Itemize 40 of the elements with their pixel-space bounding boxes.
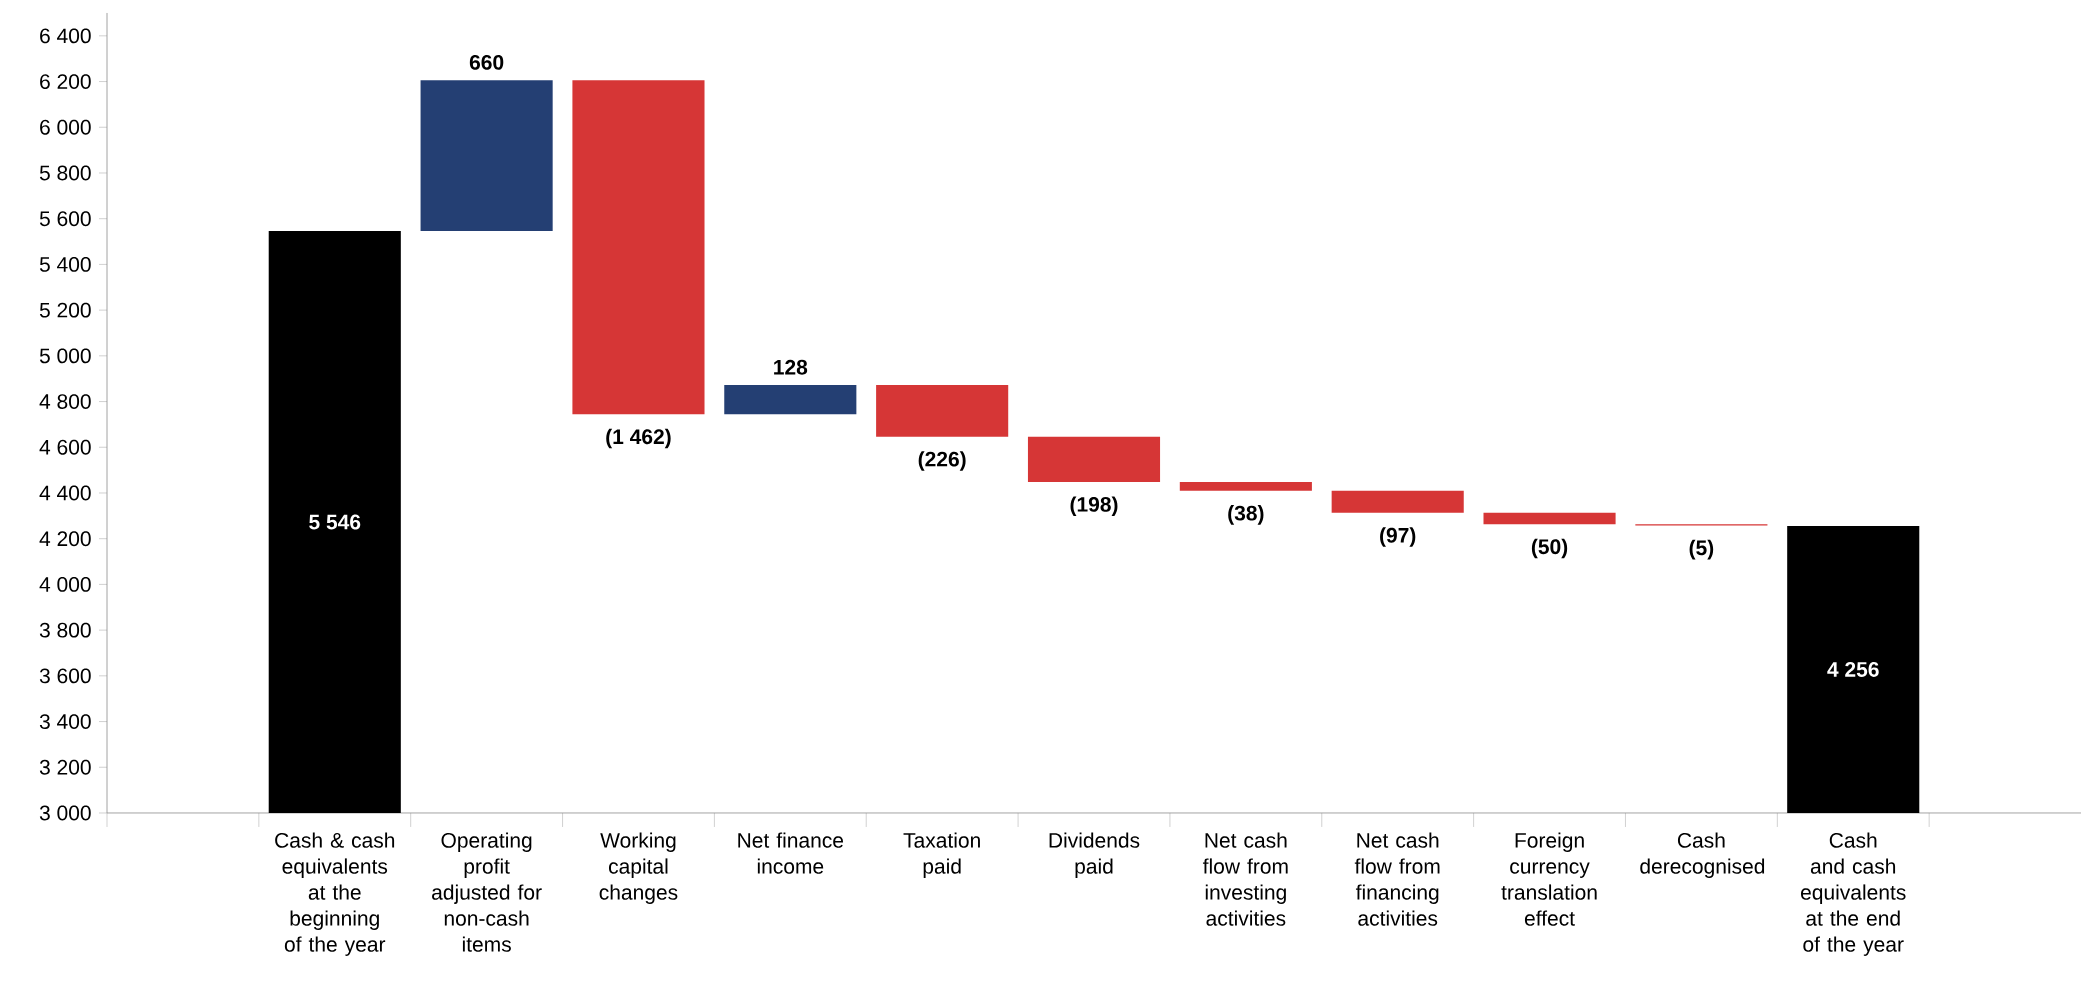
y-tick-label: 3 000: [39, 805, 91, 821]
x-tick-label: Net finance income: [738, 832, 844, 874]
x-tick-label: Cash & cash equivalents at the beginning of the year: [275, 832, 395, 956]
y-tick-label: 3 800: [39, 622, 91, 638]
data-label: (5): [1689, 539, 1714, 560]
y-tick-label: 3 200: [39, 759, 91, 775]
y-tick-label: 5 600: [39, 211, 91, 227]
data-label: 5 546: [309, 514, 361, 530]
x-tick-label: Dividends paid: [1049, 832, 1140, 878]
data-label: (1 462): [606, 428, 671, 449]
x-tick-label: Cash and cash equivalents at the end of the year: [1801, 832, 1906, 956]
x-tick-label: Working capital changes: [599, 832, 678, 904]
y-tick-label: 4 000: [39, 576, 91, 592]
x-tick-label: Foreign currency translation effect: [1501, 832, 1597, 926]
x-tick-label: Operating profit adjusted for non-cash items: [432, 832, 542, 952]
x-tick-label: Taxation paid: [903, 832, 980, 878]
x-tick-label: Net cash flow from investing activities: [1202, 832, 1288, 926]
y-tick-label: 4 600: [39, 439, 91, 455]
y-tick-label: 5 400: [39, 256, 91, 272]
x-tick-label: Cash derecognised: [1640, 832, 1765, 878]
data-label: (97): [1380, 527, 1416, 547]
y-tick-label: 6 400: [40, 28, 91, 44]
data-label: (50): [1531, 538, 1568, 559]
y-tick-label: 5 200: [39, 302, 91, 318]
data-label: (226): [918, 451, 966, 471]
x-tick-label: Net cash flow from financing activities: [1354, 832, 1440, 926]
y-tick-label: 4 200: [39, 531, 91, 547]
y-tick-label: 6 000: [40, 119, 91, 135]
data-label: 128: [774, 359, 808, 375]
data-label: 4 256: [1827, 662, 1879, 677]
y-tick-label: 6 200: [40, 74, 91, 89]
y-tick-label: 4 400: [39, 485, 91, 501]
y-tick-label: 3 600: [39, 668, 91, 684]
data-label: (198): [1070, 496, 1118, 516]
y-tick-label: 3 400: [39, 714, 91, 729]
y-tick-label: 5 800: [39, 165, 91, 181]
data-label: (38): [1228, 505, 1264, 525]
data-label: 660: [469, 54, 504, 70]
y-tick-label: 4 800: [39, 394, 91, 409]
y-tick-label: 5 000: [39, 348, 91, 364]
